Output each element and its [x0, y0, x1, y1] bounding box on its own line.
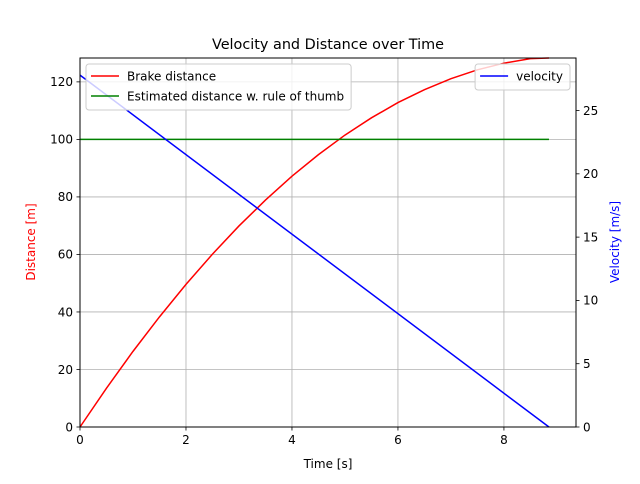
y-left-tick-label: 20 [58, 363, 73, 377]
plot-frame [79, 57, 577, 428]
y-left-tick-label: 60 [58, 248, 73, 262]
y-right-tick-label: 25 [583, 104, 598, 118]
x-tick-label: 2 [182, 433, 190, 447]
y-right-axis-label: Velocity [m/s] [608, 201, 622, 283]
y-right-tick-label: 5 [583, 357, 591, 371]
series-line-2 [79, 74, 550, 428]
legend-entry-label: Brake distance [127, 69, 216, 83]
y-left-tick-label: 0 [65, 420, 73, 434]
y-right-tick-label: 15 [583, 230, 598, 244]
x-axis-label: Time [s] [303, 457, 353, 471]
y-left-tick-label: 120 [50, 75, 73, 89]
y-left-axis-ticks: 0 20 40 60 80 100 120 [50, 75, 80, 434]
y-right-axis-ticks: 0 5 10 15 20 25 [576, 104, 598, 434]
y-right-tick-label: 10 [583, 294, 598, 308]
y-left-tick-label: 40 [58, 305, 73, 319]
y-left-tick-label: 80 [58, 190, 73, 204]
x-tick-label: 6 [394, 433, 402, 447]
x-tick-label: 8 [500, 433, 508, 447]
legend-box [474, 63, 571, 91]
y-right-tick-label: 20 [583, 167, 598, 181]
x-tick-label: 4 [288, 433, 296, 447]
x-axis-ticks: 0 2 4 6 8 [76, 427, 508, 447]
y-left-tick-label: 100 [50, 133, 73, 147]
y-left-axis-label: Distance [m] [24, 203, 38, 280]
y-right-tick-label: 0 [583, 420, 591, 434]
legend-right: velocity [474, 63, 571, 91]
chart-title: Velocity and Distance over Time [212, 37, 444, 53]
legend-entry-label: Estimated distance w. rule of thumb [127, 89, 344, 103]
legend-entry-label: velocity [516, 69, 563, 83]
legend-box [85, 63, 352, 111]
plot-background [80, 58, 576, 427]
legend-left: Brake distance Estimated distance w. rule… [85, 63, 352, 111]
x-tick-label: 0 [76, 433, 84, 447]
